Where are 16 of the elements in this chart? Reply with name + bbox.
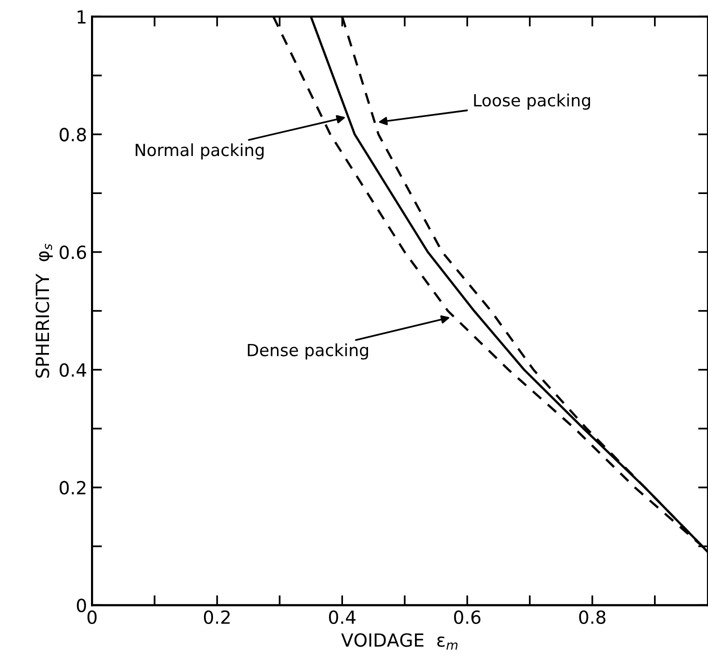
x-tick-label: 0.4 [329, 610, 356, 624]
y-tick-label: 0 [76, 598, 86, 612]
y-tick-label: 0.6 [60, 245, 86, 260]
x-tick-label: 0.8 [579, 610, 606, 624]
x-tick-label: 0.2 [204, 610, 230, 624]
y-tick-label: 0.2 [60, 480, 86, 495]
y-tick-label: 1 [78, 10, 86, 24]
y-tick-label: 0.4 [60, 363, 86, 377]
x-tick-label: 0 [87, 610, 97, 624]
y-tick-label: 0.8 [60, 128, 86, 142]
annotation: Normal packing [136, 143, 264, 160]
x-axis-title: VOIDAGE ε$_{m}$ [341, 633, 458, 650]
x-tick-label: 0.6 [454, 610, 480, 624]
annotation: Loose packing [474, 94, 590, 110]
annotation: Dense packing [248, 343, 368, 360]
y-axis-title: SPHERICITY φ$_{s}$ [36, 244, 53, 378]
